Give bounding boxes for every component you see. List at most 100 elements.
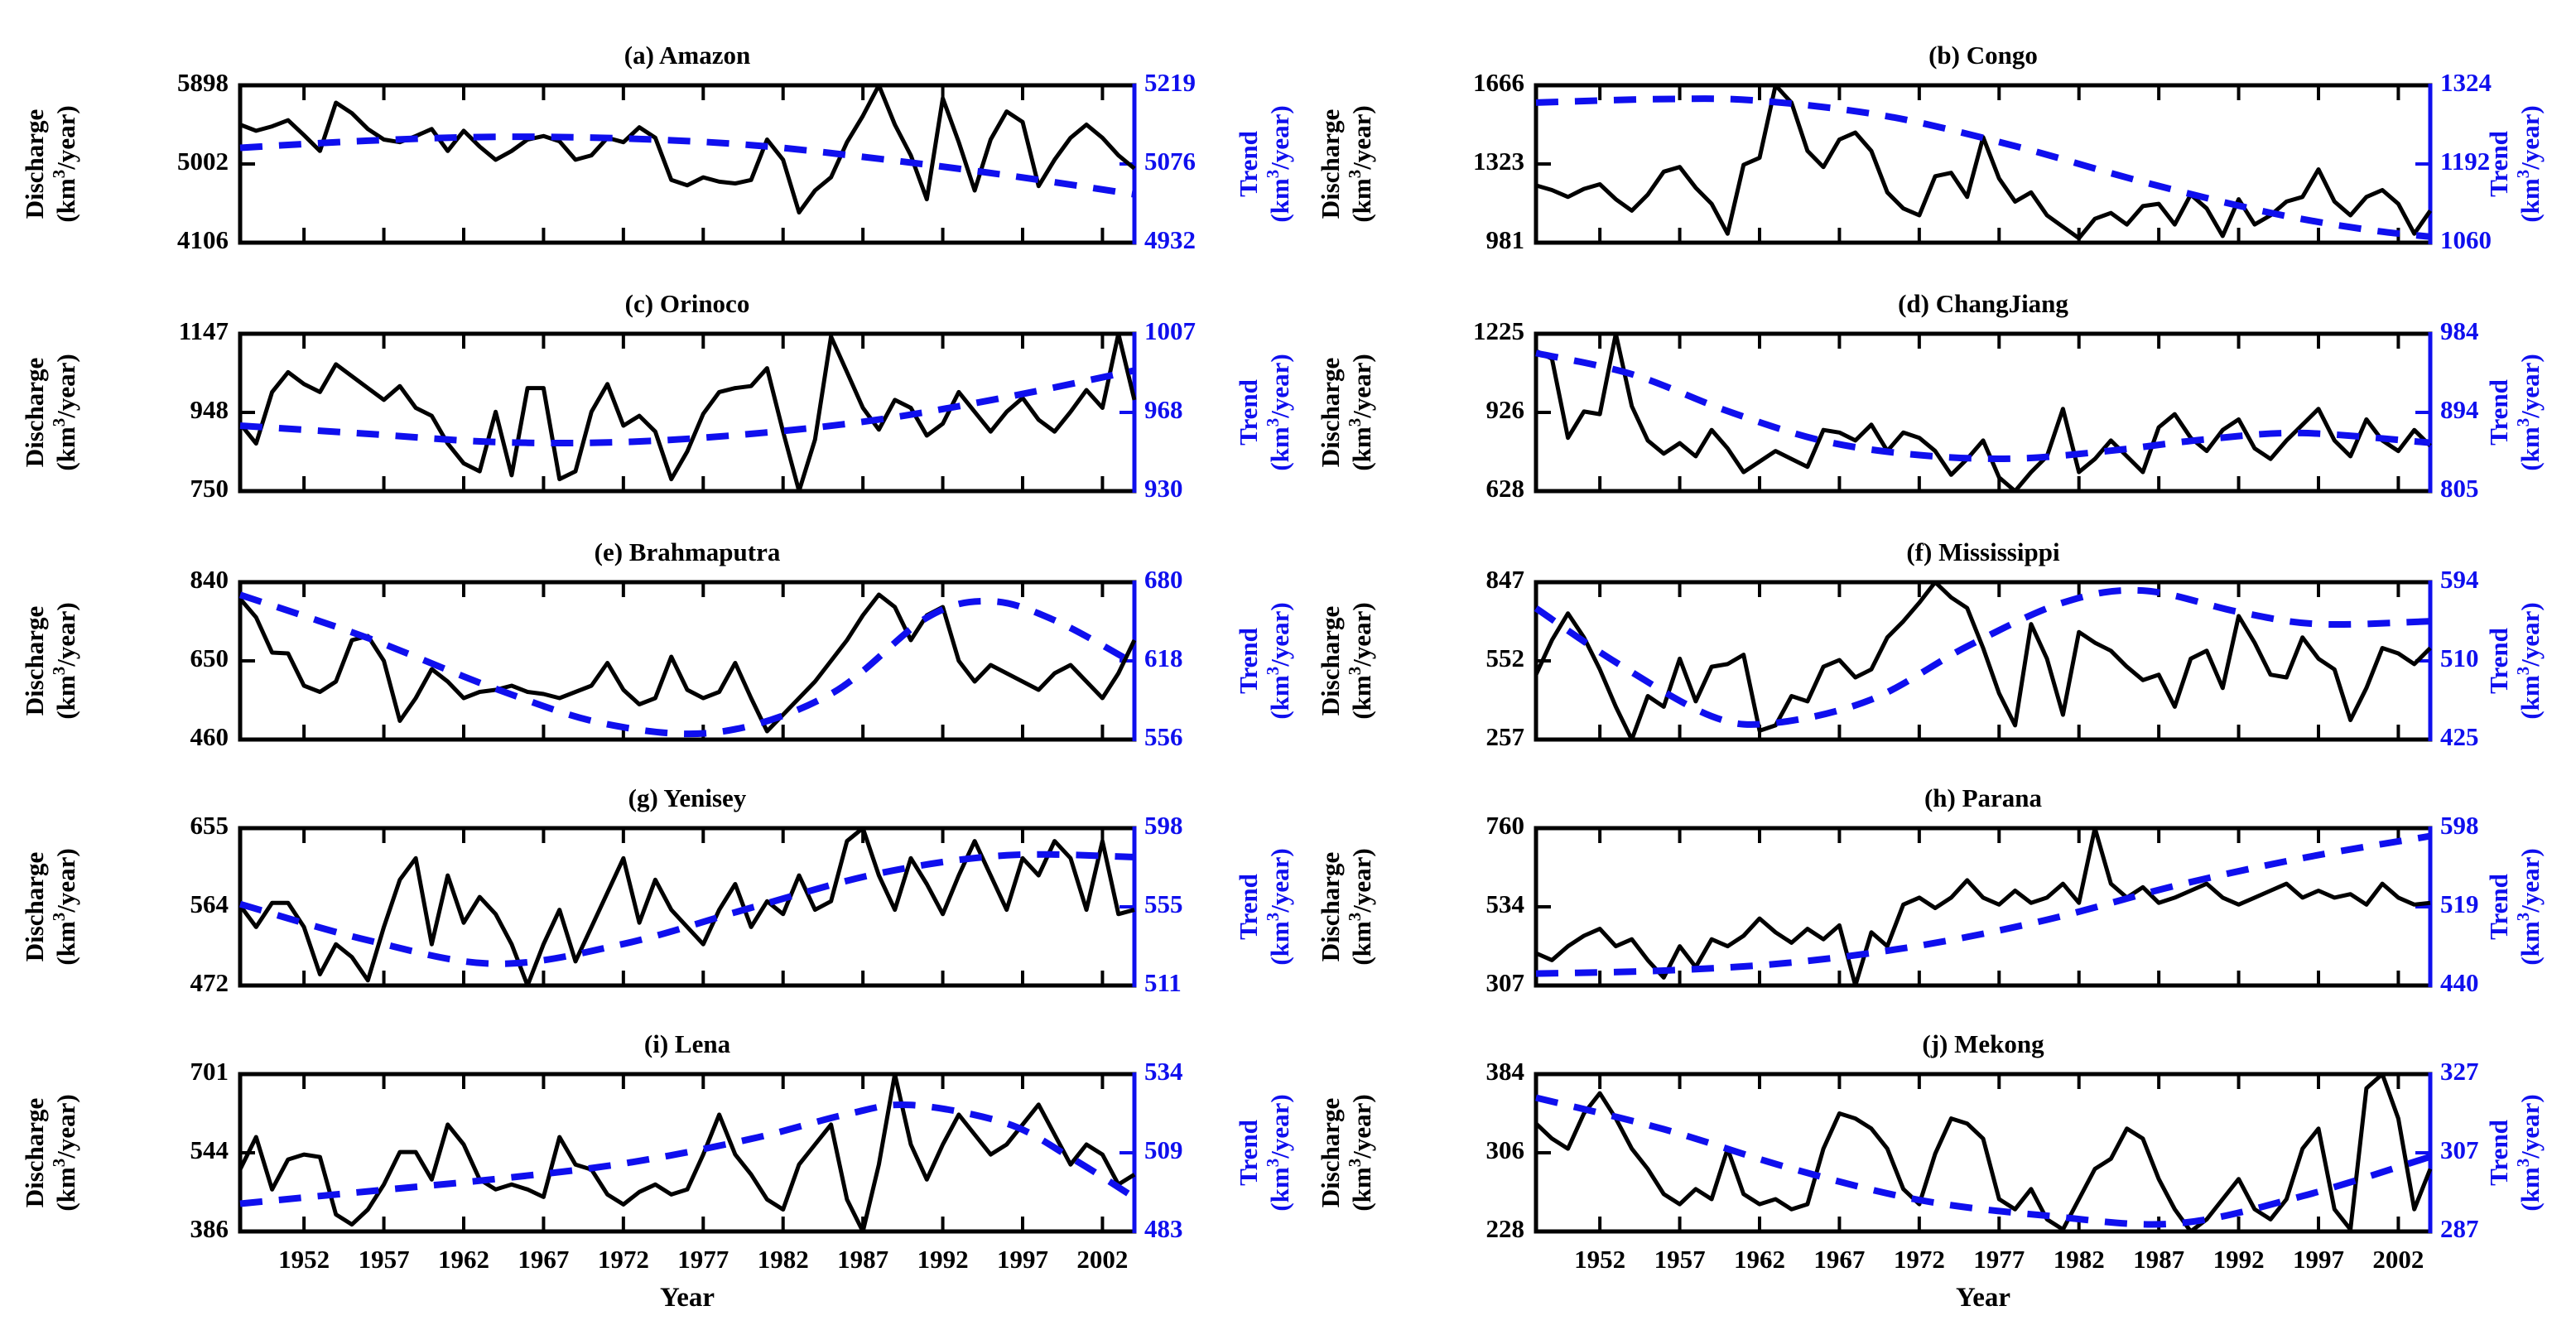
x-tick-label: 1997 (2293, 1245, 2344, 1274)
right-tick-label: 984 (2440, 316, 2479, 345)
left-tick-label: 840 (190, 565, 229, 594)
plot-frame (238, 83, 1137, 245)
plot-frame (1534, 83, 2433, 245)
trend-axis-label: Trend(km3/year) (1234, 105, 1294, 222)
discharge-axis-label: Discharge(km3/year) (20, 354, 80, 470)
discharge-line (1534, 1072, 2433, 1234)
trend-axis-label: Trend(km3/year) (1234, 848, 1294, 965)
left-tick-label: 981 (1486, 225, 1525, 254)
left-tick-label: 701 (190, 1057, 229, 1086)
left-tick-label: 847 (1486, 565, 1525, 594)
subplot-title: (d) ChangJiang (1898, 289, 2068, 318)
trend-line (1535, 1094, 2432, 1228)
x-tick-label: 1982 (758, 1245, 809, 1274)
x-tick-label: 1962 (438, 1245, 489, 1274)
plot-frame (1534, 580, 2433, 742)
x-tick-label: 1977 (1973, 1245, 2025, 1274)
right-tick-label: 425 (2440, 722, 2479, 751)
plot-frame (238, 331, 1137, 494)
right-tick-label: 307 (2440, 1135, 2479, 1164)
right-tick-label: 598 (2440, 811, 2479, 840)
x-tick-label: 1997 (997, 1245, 1048, 1274)
discharge-axis-label: Discharge(km3/year) (1316, 602, 1376, 719)
subplot-title: (j) Mekong (1922, 1029, 2044, 1058)
right-tick-label: 5076 (1144, 147, 1196, 176)
subplot-title: (a) Amazon (624, 41, 750, 70)
subplot-h-parana: 760 598 534 519 307 440 (h) Parana Discharge(km… (1316, 783, 2545, 997)
x-tick-label: 1987 (2133, 1245, 2184, 1274)
right-tick-label: 511 (1144, 968, 1182, 997)
left-tick-label: 534 (1486, 889, 1525, 918)
subplot-f-mississippi: 847 594 552 510 257 425 (f) Mississippi Dischar… (1316, 537, 2545, 751)
right-tick-label: 510 (2440, 643, 2479, 672)
discharge-axis-label: Discharge(km3/year) (20, 602, 80, 719)
left-tick-label: 926 (1486, 395, 1525, 424)
right-tick-label: 598 (1144, 811, 1183, 840)
trend-line (239, 1101, 1137, 1207)
trend-line (1535, 95, 2431, 240)
trend-line (1535, 832, 2431, 977)
left-tick-label: 5002 (177, 147, 229, 176)
right-tick-label: 968 (1144, 395, 1183, 424)
right-tick-label: 1192 (2440, 147, 2490, 176)
x-tick-label: 1977 (677, 1245, 729, 1274)
x-tick-label: 1962 (1734, 1245, 1785, 1274)
right-tick-label: 534 (1144, 1057, 1183, 1086)
right-tick-label: 930 (1144, 474, 1183, 503)
subplot-title: (e) Brahmaputra (595, 537, 781, 566)
left-tick-label: 307 (1486, 968, 1525, 997)
right-tick-label: 440 (2440, 968, 2479, 997)
left-tick-label: 1666 (1473, 68, 1524, 97)
left-tick-label: 1323 (1473, 147, 1524, 176)
right-tick-label: 1060 (2440, 225, 2492, 254)
subplot-a-amazon: 5898 5219 5002 5076 4106 4932 (a) Amazon Discha… (20, 41, 1294, 254)
discharge-axis-label: Discharge(km3/year) (20, 848, 80, 965)
left-tick-label: 1225 (1473, 316, 1524, 345)
discharge-line (1534, 331, 2432, 494)
left-tick-label: 5898 (177, 68, 229, 97)
right-tick-label: 618 (1144, 643, 1183, 672)
right-tick-label: 483 (1144, 1214, 1183, 1243)
discharge-axis-label: Discharge(km3/year) (1316, 1094, 1376, 1211)
trend-line (238, 851, 1135, 967)
discharge-axis-label: Discharge(km3/year) (20, 1094, 80, 1211)
discharge-line (1535, 83, 2433, 241)
x-tick-label: 1992 (917, 1245, 969, 1274)
left-tick-label: 257 (1486, 722, 1525, 751)
discharge-axis-label: Discharge(km3/year) (1316, 105, 1376, 222)
subplot-i-lena: 1952 1957 1962 1967 1972 1977 1982 1987 1992 1997… (20, 1029, 1294, 1313)
x-tick-label: 1982 (2054, 1245, 2105, 1274)
x-tick-label: 1957 (1654, 1245, 1706, 1274)
subplot-title: (f) Mississippi (1906, 537, 2060, 566)
discharge-axis-label: Discharge(km3/year) (20, 105, 80, 222)
subplot-b-congo: 1666 1324 1323 1192 981 1060 (b) Congo Discharg… (1316, 41, 2545, 254)
trend-axis-label: Trend(km3/year) (1234, 602, 1294, 719)
right-tick-label: 327 (2440, 1057, 2479, 1086)
right-tick-label: 1007 (1144, 316, 1196, 345)
subplot-j-mekong: 1952 1957 1962 1967 1972 1977 1982 1987 1992 1997… (1316, 1029, 2545, 1313)
right-tick-label: 1324 (2440, 68, 2492, 97)
left-tick-label: 306 (1486, 1135, 1525, 1164)
subplot-title: (c) Orinoco (625, 289, 750, 318)
trend-line (239, 367, 1135, 446)
discharge-line (1535, 826, 2431, 988)
left-tick-label: 228 (1486, 1214, 1525, 1243)
left-tick-label: 386 (190, 1214, 229, 1243)
trend-axis-label: Trend(km3/year) (2484, 1094, 2545, 1211)
x-tick-label: 1992 (2213, 1245, 2265, 1274)
plot-frame (1534, 331, 2433, 494)
right-tick-label: 680 (1144, 565, 1183, 594)
trend-axis-label: Trend(km3/year) (2484, 848, 2545, 965)
subplot-title: (i) Lena (644, 1029, 731, 1058)
discharge-line (238, 826, 1135, 988)
right-tick-label: 594 (2440, 565, 2479, 594)
left-tick-label: 650 (190, 643, 229, 672)
right-tick-label: 509 (1144, 1135, 1183, 1164)
right-tick-label: 894 (2440, 395, 2479, 424)
right-tick-label: 287 (2440, 1214, 2479, 1243)
trend-axis-label: Trend(km3/year) (1234, 1094, 1294, 1211)
left-tick-label: 460 (190, 722, 229, 751)
x-tick-label: 1957 (359, 1245, 410, 1274)
left-tick-label: 552 (1486, 643, 1525, 672)
